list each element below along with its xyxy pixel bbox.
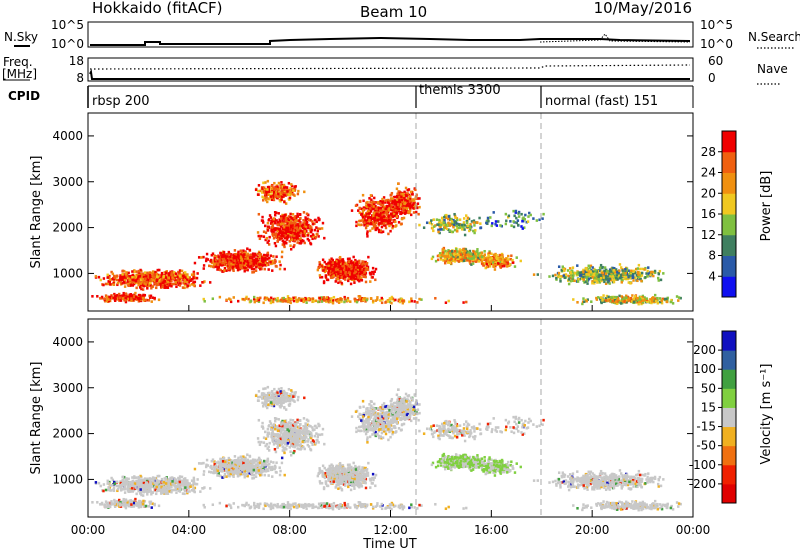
velocity-ytick-label: 3000 <box>52 381 83 395</box>
velocity-colorbar-segment <box>722 331 736 351</box>
velocity-colorbar-tick: 200 <box>693 343 716 357</box>
x-tick-label: 16:00 <box>474 523 509 537</box>
x-tick-label: 00:00 <box>71 523 106 537</box>
beam-title: Beam 10 <box>360 3 427 21</box>
station-title: Hokkaido (fitACF) <box>92 0 223 17</box>
velocity-colorbar-segment <box>722 388 736 408</box>
velocity-colorbar-tick: -15 <box>696 420 716 434</box>
velocity-cbar-label: Velocity [m s⁻¹] <box>759 364 774 465</box>
nsky-label: N.Sky <box>4 30 38 44</box>
power-colorbar-segment <box>722 214 736 236</box>
velocity-colorbar-segment <box>722 464 736 485</box>
freq-label: Freq. <box>3 55 33 69</box>
power-colorbar-segment <box>722 131 736 153</box>
power-colorbar-segment <box>722 276 736 298</box>
velocity-colorbar-segment <box>722 407 736 428</box>
power-colorbar-segment <box>722 151 736 173</box>
power-cbar-label: Power [dB] <box>759 171 774 242</box>
power-colorbar-segment <box>722 255 736 277</box>
power-colorbar-segment <box>722 234 736 256</box>
power-colorbar-tick: 20 <box>701 186 716 200</box>
date-title: 10/May/2016 <box>594 0 692 17</box>
power-ytick-label: 2000 <box>52 221 83 235</box>
velocity-colorbar-segment <box>722 445 736 466</box>
velocity-colorbar-segment <box>722 483 736 504</box>
power-heatmap <box>91 179 682 306</box>
nsearch-tick-top: 10^5 <box>700 18 733 32</box>
velocity-colorbar-segment <box>722 369 736 389</box>
freq-series <box>89 68 690 80</box>
power-colorbar-segment <box>722 172 736 194</box>
x-tick-label: 12:00 <box>373 523 408 537</box>
velocity-colorbar-tick: -100 <box>689 458 716 472</box>
power-ytick-label: 1000 <box>52 266 83 280</box>
power-colorbar-tick: 8 <box>708 249 716 263</box>
nsearch-tick-bottom: 10^0 <box>700 37 733 51</box>
velocity-heatmap <box>91 385 682 512</box>
cpid-mode-normal: normal (fast) 151 <box>545 94 658 109</box>
cpid-label: CPID <box>8 89 40 103</box>
velocity-colorbar-tick: 100 <box>693 362 716 376</box>
velocity-colorbar-tick: 15 <box>701 400 716 414</box>
freq-tick-bottom: 8 <box>76 71 84 85</box>
power-ytick-label: 4000 <box>52 129 83 143</box>
time-axis-label: Time UT <box>362 537 416 552</box>
power-panel: 1000 2000 3000 4000 Slant Range [km] 4 8 12 16… <box>29 112 774 312</box>
velocity-ytick-label: 4000 <box>52 335 83 349</box>
nave-series <box>89 64 691 70</box>
power-colorbar-segment <box>722 193 736 215</box>
velocity-panel: 1000 2000 3000 4000 00:00 04:00 08:00 12:00 16:… <box>29 305 774 552</box>
x-tick-label: 08:00 <box>272 523 307 537</box>
x-tick-label: 00:00 <box>676 523 711 537</box>
nsearch-label: N.Search <box>748 30 800 44</box>
velocity-colorbar-segment <box>722 426 736 447</box>
velocity-colorbar: 200 100 50 15 -15 -50 -100 -200 <box>689 330 737 504</box>
power-colorbar-tick: 16 <box>701 207 716 221</box>
cpid-mode-themis: themis 3300 <box>419 83 501 98</box>
nsky-series <box>90 36 691 46</box>
nsky-panel: N.Sky 10^5 10^0 N.Search 10^5 10^0 <box>4 18 800 51</box>
nave-tick-top: 60 <box>708 54 723 68</box>
power-colorbar: 4 8 12 16 20 24 28 <box>701 130 737 298</box>
nave-label: Nave <box>757 62 788 76</box>
velocity-ytick-label: 2000 <box>52 427 83 441</box>
power-colorbar-tick: 4 <box>708 269 716 283</box>
power-colorbar-tick: 28 <box>701 145 716 159</box>
x-tick-label: 20:00 <box>575 523 610 537</box>
velocity-ylabel: Slant Range [km] <box>29 362 44 475</box>
nsky-tick-bottom: 10^0 <box>51 37 84 51</box>
velocity-colorbar-tick: -200 <box>689 477 716 491</box>
nave-tick-bottom: 0 <box>708 71 716 85</box>
x-tick-label: 04:00 <box>172 523 207 537</box>
cpid-mode-rbsp: rbsp 200 <box>92 94 150 109</box>
freq-unit: [MHz] <box>2 67 37 81</box>
velocity-ytick-label: 1000 <box>52 472 83 486</box>
cpid-panel: CPID rbsp 200 themis 3300 normal (fast) … <box>8 83 694 109</box>
power-ylabel: Slant Range [km] <box>29 156 44 269</box>
velocity-colorbar-tick: -50 <box>696 439 716 453</box>
velocity-colorbar-tick: 50 <box>701 381 716 395</box>
power-ytick-label: 3000 <box>52 175 83 189</box>
nsearch-series <box>539 33 691 43</box>
velocity-colorbar-segment <box>722 350 736 370</box>
freq-tick-top: 18 <box>69 54 84 68</box>
nsky-tick-top: 10^5 <box>51 18 84 32</box>
power-colorbar-tick: 12 <box>701 228 716 242</box>
power-colorbar-tick: 24 <box>701 166 716 180</box>
freq-panel: Freq. [MHz] 18 8 60 0 Nave <box>2 54 788 85</box>
